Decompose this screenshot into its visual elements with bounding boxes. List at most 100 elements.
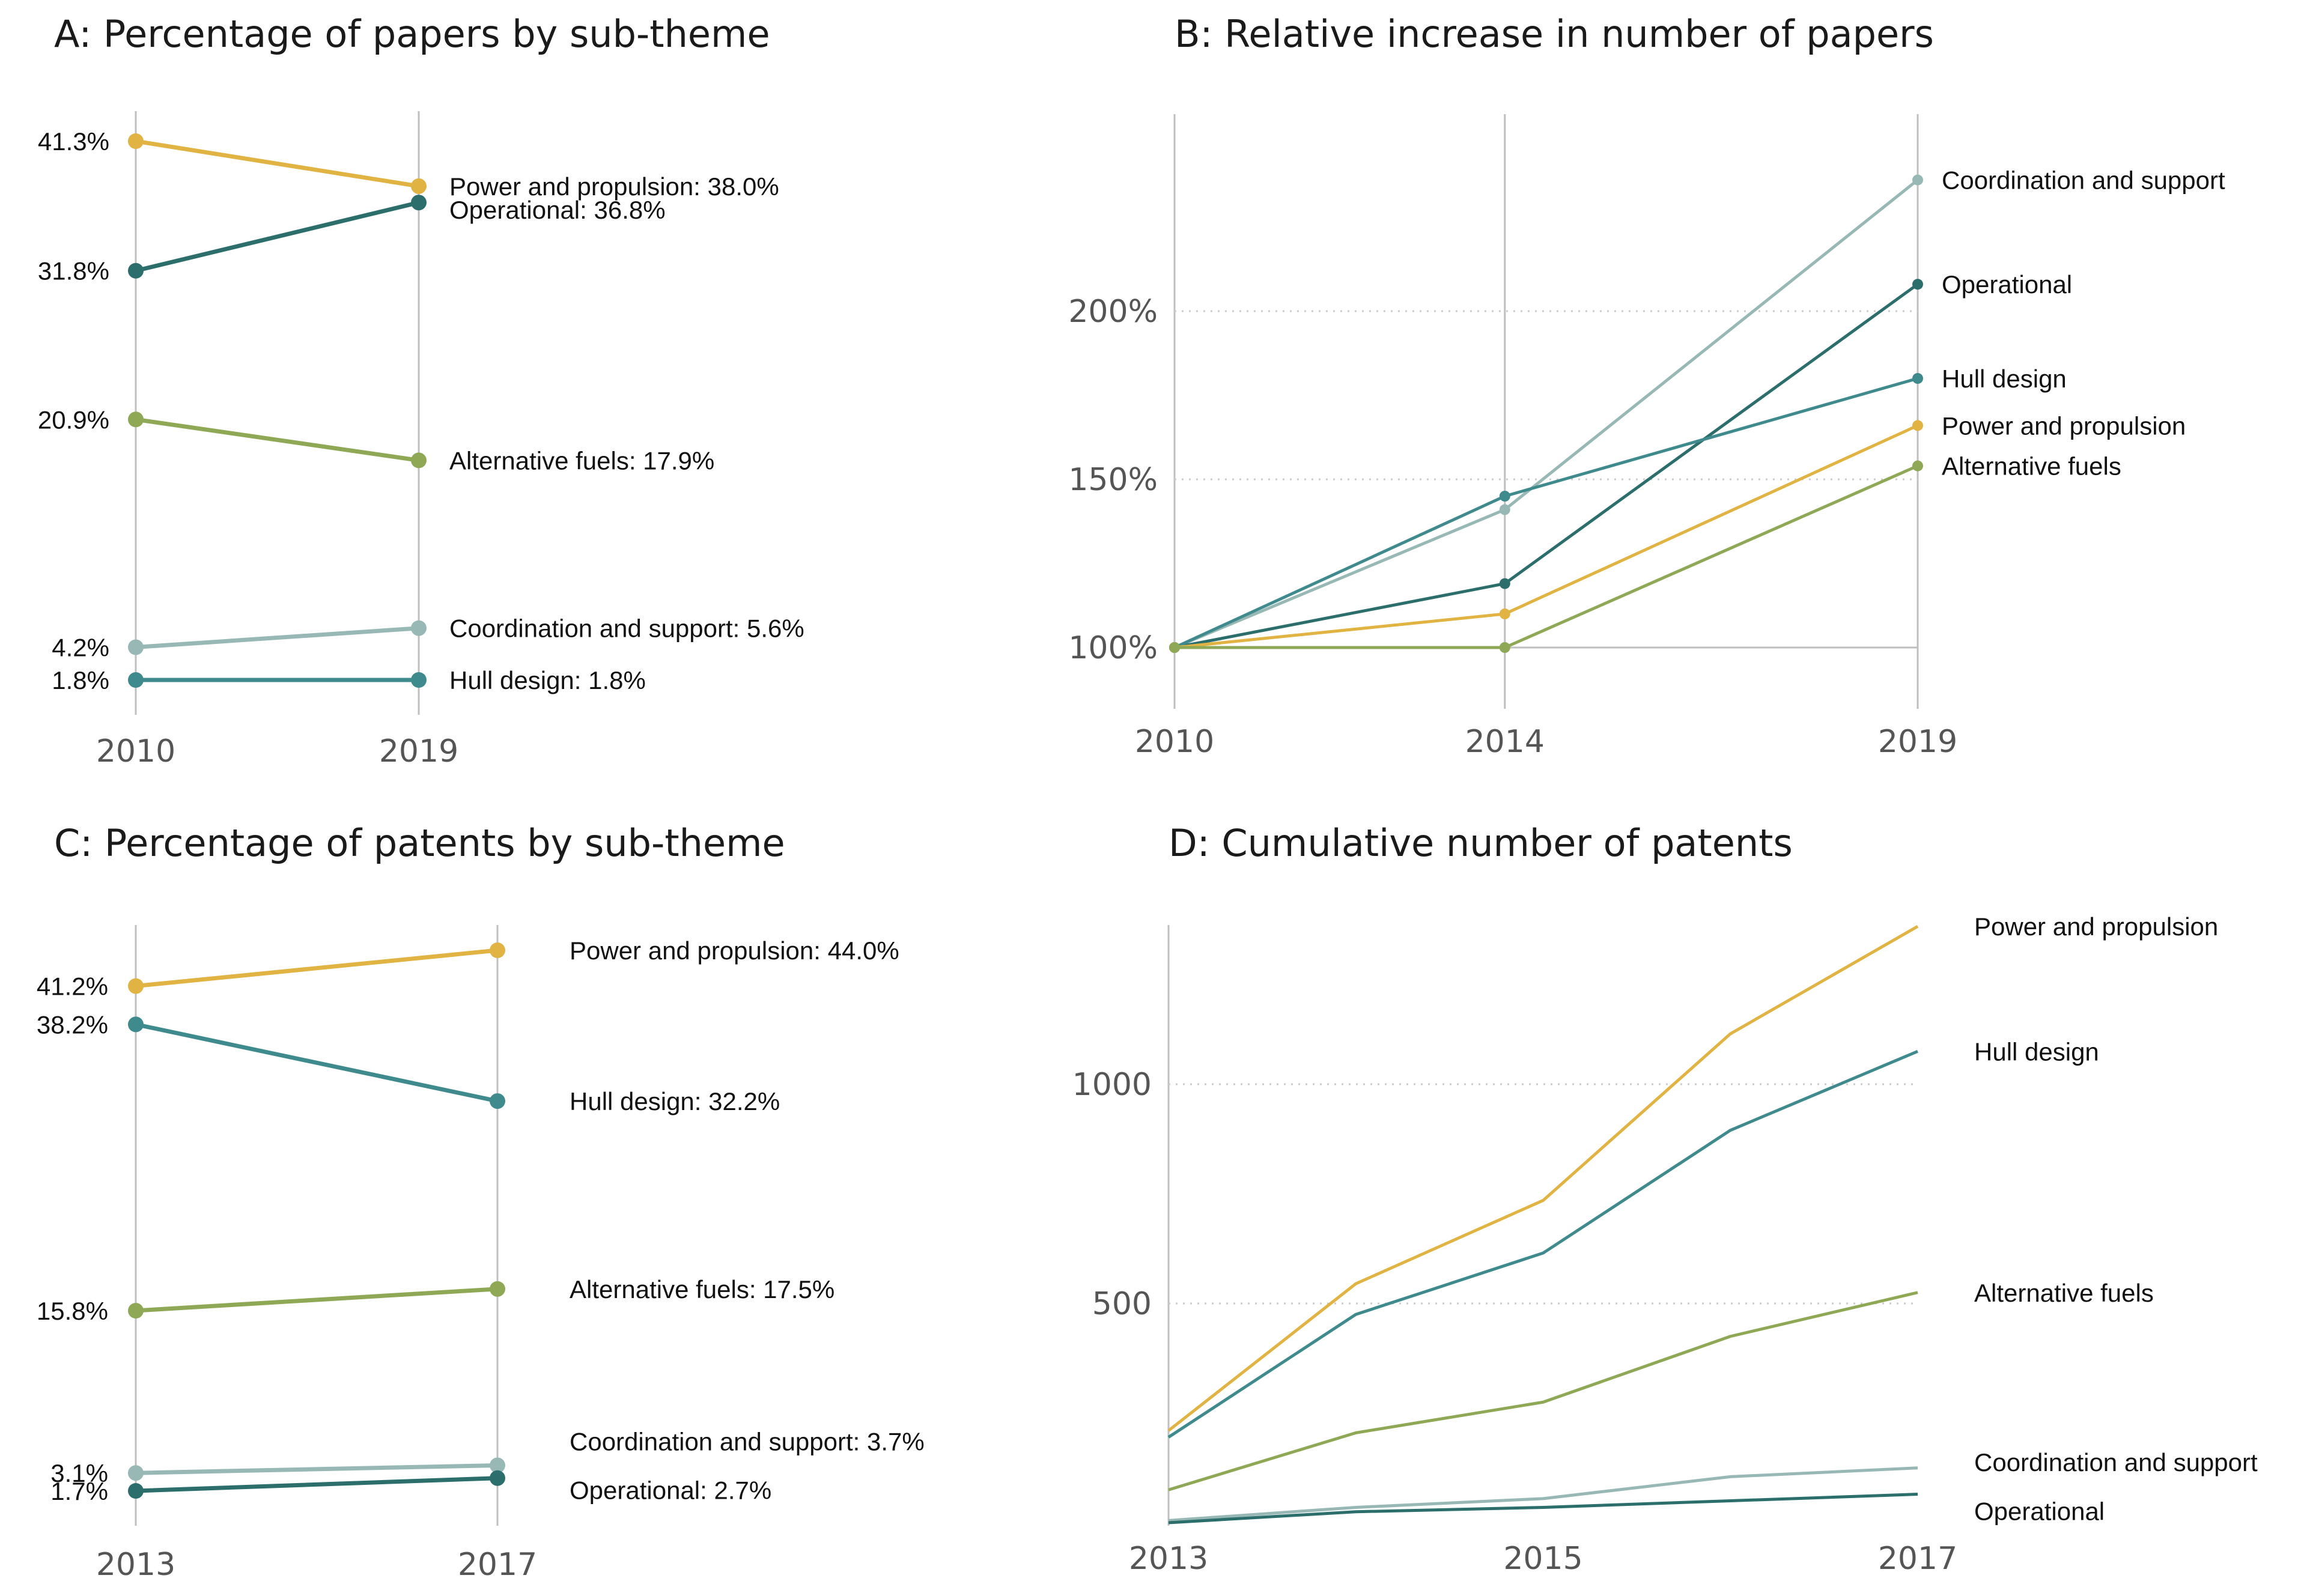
start-value-label: 20.9%	[38, 405, 109, 434]
series-label-alternative: Alternative fuels	[1942, 452, 2121, 481]
series-line-coordination	[133, 1463, 500, 1475]
point-coordination-start	[128, 1465, 144, 1481]
panel-c: C: Percentage of patents by sub-theme 201…	[37, 821, 925, 1583]
series-label-hull: Hull design	[1942, 365, 2067, 393]
point-hull-start	[128, 672, 144, 688]
chart-title: A: Percentage of papers by sub-theme	[54, 12, 770, 56]
x-tick-label: 2010	[1135, 724, 1214, 760]
start-value-label: 31.8%	[38, 257, 109, 285]
start-value-label: 15.8%	[37, 1297, 108, 1325]
end-value-label: Hull design: 32.2%	[570, 1087, 780, 1115]
end-value-label: Power and propulsion: 44.0%	[570, 936, 899, 965]
point-alternative	[1169, 642, 1180, 653]
point-operational-end	[490, 1470, 505, 1486]
point-operational-end	[411, 195, 427, 211]
end-value-label: Coordination and support: 3.7%	[570, 1427, 925, 1455]
series-label-operational: Operational	[1942, 270, 2072, 299]
series-label-hull: Hull design	[1974, 1037, 2099, 1066]
chart-title: B: Relative increase in number of papers	[1175, 12, 1934, 56]
point-coordination-start	[128, 639, 144, 655]
x-tick-label: 2014	[1465, 724, 1545, 760]
y-tick-label: 200%	[1068, 294, 1158, 330]
y-tick-label: 500	[1092, 1286, 1152, 1322]
panel-b: B: Relative increase in number of papers…	[1068, 12, 2225, 760]
end-value-label: Hull design: 1.8%	[449, 666, 646, 694]
start-value-label: 38.2%	[37, 1010, 108, 1039]
y-tick-label: 150%	[1068, 462, 1158, 498]
point-alternative-start	[128, 411, 144, 428]
point-power-start	[128, 978, 144, 994]
x-tick-label: 2017	[1878, 1541, 1957, 1577]
start-value-label: 1.8%	[52, 666, 109, 694]
chart-title: C: Percentage of patents by sub-theme	[54, 821, 785, 865]
point-alternative-end	[411, 452, 427, 469]
end-value-label: Alternative fuels: 17.9%	[449, 446, 714, 475]
point-power-end	[490, 942, 505, 958]
point-alternative	[1499, 642, 1510, 653]
end-value-label: Coordination and support: 5.6%	[449, 614, 804, 643]
x-tick-label: 2010	[96, 733, 175, 769]
chart-title: D: Cumulative number of patents	[1169, 821, 1793, 865]
series-label-coordination: Coordination and support	[1974, 1448, 2258, 1476]
series-line-alternative	[1175, 464, 1919, 649]
point-power	[1499, 608, 1510, 619]
point-power	[1912, 420, 1923, 431]
start-value-label: 1.7%	[50, 1477, 108, 1505]
point-operational	[1912, 279, 1923, 290]
series-line-operational	[133, 1476, 500, 1493]
series-line-operational	[133, 200, 421, 273]
series-line-power	[1174, 424, 1919, 649]
point-coordination	[1499, 504, 1510, 515]
series-line-power	[1167, 925, 1919, 1432]
series-label-coordination: Coordination and support	[1942, 166, 2225, 195]
start-value-label: 3.1%	[50, 1459, 108, 1487]
point-hull-end	[411, 672, 427, 688]
point-alternative-end	[490, 1281, 505, 1297]
point-alternative	[1912, 460, 1923, 472]
panel-d: D: Cumulative number of patents 2013 2015 2…	[1072, 821, 2258, 1577]
series-label-power: Power and propulsion	[1974, 912, 2218, 941]
series-line-hull	[1167, 1049, 1918, 1439]
point-operational-start	[128, 1483, 144, 1499]
series-line-alternative	[133, 1287, 500, 1313]
end-value-label: Operational: 2.7%	[570, 1476, 771, 1505]
point-power-end	[411, 178, 427, 194]
point-operational	[1499, 578, 1510, 589]
point-alternative-start	[128, 1303, 144, 1318]
x-tick-label: 2019	[379, 733, 458, 769]
point-coordination-end	[411, 620, 427, 636]
x-tick-label: 2019	[1878, 724, 1957, 760]
x-tick-label: 2017	[458, 1547, 537, 1583]
y-tick-label: 1000	[1072, 1067, 1152, 1103]
series-line-power	[133, 948, 500, 989]
point-power-start	[128, 133, 144, 149]
series-label-alternative: Alternative fuels	[1974, 1279, 2154, 1307]
point-hull	[1912, 373, 1923, 384]
series-line-coordination	[133, 626, 421, 649]
series-line-operational	[1174, 283, 1919, 649]
x-tick-label: 2015	[1503, 1541, 1582, 1577]
start-value-label: 41.2%	[37, 972, 108, 1001]
series-label-operational: Operational	[1974, 1497, 2105, 1526]
start-value-label: 41.3%	[38, 127, 109, 156]
series-line-hull	[1173, 377, 1918, 649]
x-tick-label: 2013	[1129, 1541, 1208, 1577]
series-line-operational	[1168, 1493, 1918, 1525]
series-line-coordination	[1174, 178, 1919, 649]
point-operational-start	[128, 262, 144, 279]
point-coordination-end	[490, 1457, 505, 1473]
series-line-power	[133, 139, 421, 189]
series-line-coordination	[1168, 1466, 1918, 1522]
end-value-label: Alternative fuels: 17.5%	[570, 1275, 834, 1303]
x-tick-label: 2013	[96, 1547, 175, 1583]
point-hull	[1499, 491, 1510, 502]
y-tick-label: 100%	[1068, 630, 1158, 666]
series-label-power: Power and propulsion	[1942, 411, 2186, 440]
start-value-label: 4.2%	[52, 633, 109, 661]
end-value-label: Power and propulsion: 38.0%	[449, 172, 779, 201]
panel-a: A: Percentage of papers by sub-theme 2010…	[38, 12, 804, 769]
series-line-alternative	[1168, 1291, 1918, 1491]
point-coordination	[1912, 174, 1923, 186]
end-value-label: Operational: 36.8%	[449, 196, 666, 224]
